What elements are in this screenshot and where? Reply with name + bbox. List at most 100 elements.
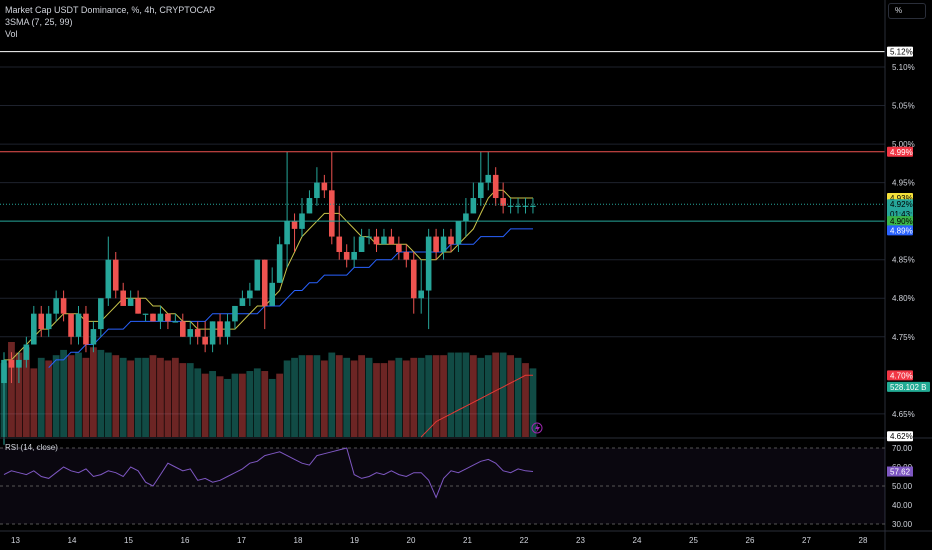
candle-body <box>254 259 261 291</box>
lightning-icon-ring <box>531 422 543 434</box>
candle-body <box>366 236 372 238</box>
volume-bar <box>514 357 522 437</box>
volume-bar <box>425 355 433 437</box>
candle-body <box>232 305 238 322</box>
volume-bar <box>261 371 269 437</box>
time-tick-label: 15 <box>124 536 133 545</box>
rsi-tick-label: 70.00 <box>892 444 913 453</box>
time-tick-label: 19 <box>350 536 359 545</box>
unit-toggle-button[interactable]: % <box>888 3 926 19</box>
volume-bar <box>469 355 477 437</box>
rsi-value-tag <box>887 466 913 477</box>
volume-bar <box>119 357 127 437</box>
candle-body <box>38 313 45 330</box>
time-tick-label: 25 <box>689 536 698 545</box>
sma-indicator-label[interactable]: 3SMA (7, 25, 99) <box>5 17 73 27</box>
candle-body <box>8 359 15 368</box>
price-tick-label: 5.05% <box>892 102 915 111</box>
price-tag-label: 4.93% <box>890 194 913 203</box>
volume-bar <box>365 357 373 437</box>
candle-body <box>373 236 380 245</box>
volume-bar <box>328 352 336 437</box>
rsi-tick-label: 40.00 <box>892 501 913 510</box>
time-tick-label: 16 <box>181 536 190 545</box>
volume-bar <box>283 360 291 437</box>
price-tag: 528.102 B <box>887 381 930 392</box>
sma7-line <box>4 189 533 361</box>
candle-body <box>157 313 164 322</box>
time-tick-label: 21 <box>463 536 472 545</box>
candle-body <box>31 313 37 345</box>
volume-bar <box>186 363 194 437</box>
candle-body <box>53 298 59 314</box>
candle-body <box>135 298 141 314</box>
volume-bar <box>395 357 403 437</box>
candle-body <box>351 251 357 260</box>
candle-body <box>105 259 112 299</box>
candle-body <box>500 198 506 206</box>
candle-body <box>224 321 231 337</box>
volume-bar <box>15 352 23 437</box>
volume-bar <box>75 352 82 437</box>
price-tag-label: 4.89% <box>890 226 913 235</box>
price-tag-label: 528.102 B <box>890 383 926 392</box>
volume-bar <box>231 373 239 437</box>
rsi-tick-label: 30.00 <box>892 520 913 529</box>
price-tag: 4.92%01:43:10 <box>887 199 922 220</box>
time-tick-label: 22 <box>520 536 529 545</box>
price-tag-bg <box>887 381 930 392</box>
volume-bar <box>306 355 313 437</box>
price-tag-bg <box>887 370 913 381</box>
candle-body <box>507 205 514 207</box>
volume-bar <box>313 355 321 437</box>
candle-body <box>448 236 454 245</box>
time-tick-label: 28 <box>859 536 868 545</box>
rsi-band <box>0 448 885 524</box>
volume-bar <box>268 378 276 437</box>
price-tag: 5.12% <box>887 46 913 57</box>
candle-body <box>455 221 462 245</box>
price-tag: 4.99% <box>887 146 913 157</box>
candle-body <box>492 174 499 199</box>
candle-body <box>530 205 536 207</box>
candle-body <box>269 282 275 306</box>
price-tick-label: 4.80% <box>892 294 915 303</box>
volume-bar <box>440 355 447 437</box>
price-tag-label: 5.12% <box>890 48 913 57</box>
candle-body <box>142 313 149 315</box>
time-tick-label: 20 <box>407 536 416 545</box>
candle-body <box>358 236 365 252</box>
volume-bar <box>477 357 485 437</box>
volume-bar <box>149 355 157 437</box>
rsi-indicator-label[interactable]: RSI (14, close) <box>5 443 58 452</box>
volume-bar <box>216 376 224 437</box>
volume-bar <box>320 360 328 437</box>
volume-bar <box>239 373 246 437</box>
volume-indicator-label[interactable]: Vol <box>5 29 18 39</box>
candle-body <box>470 198 477 214</box>
candle-body <box>217 321 223 337</box>
volume-bar <box>253 368 261 437</box>
time-tick-label: 17 <box>237 536 246 545</box>
price-tag-label: 4.62% <box>890 432 913 441</box>
volume-bar <box>380 363 388 437</box>
price-tick-label: 4.65% <box>892 410 915 419</box>
candle-body <box>194 329 201 337</box>
candle-body <box>425 236 432 291</box>
volume-bar <box>179 363 187 437</box>
candle-body <box>23 344 30 360</box>
candle-body <box>515 205 521 207</box>
volume-bar <box>30 368 38 437</box>
volume-bar <box>447 352 455 437</box>
volume-bar <box>291 357 298 437</box>
chart-title: Market Cap USDT Dominance, %, 4h, CRYPTO… <box>5 5 216 15</box>
candle-body <box>239 298 246 306</box>
candle-body <box>112 259 119 291</box>
volume-bars <box>0 342 537 437</box>
price-tag: 4.90% <box>887 216 913 227</box>
price-tick-label: 5.10% <box>892 63 915 72</box>
price-tag-bg <box>887 225 913 236</box>
candle-body <box>343 251 350 260</box>
candle-body <box>381 236 387 245</box>
